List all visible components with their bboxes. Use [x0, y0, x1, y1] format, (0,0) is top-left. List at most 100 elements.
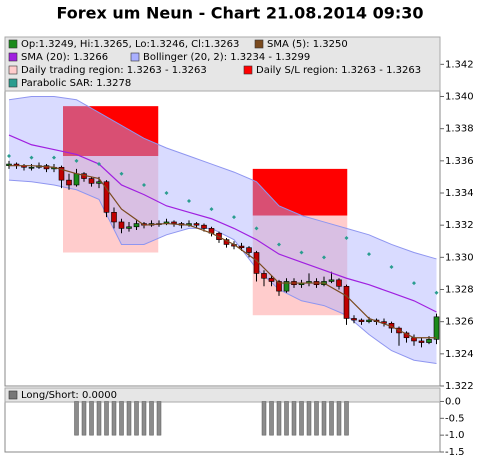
bar [126, 401, 132, 436]
candle-body [88, 178, 95, 184]
bar [329, 401, 334, 436]
y-tick-label: 1.334 [445, 188, 474, 199]
sar-dot [434, 290, 439, 295]
band-fill [9, 96, 437, 364]
candle-body [103, 181, 110, 213]
candle-body [268, 277, 275, 282]
region [252, 215, 348, 316]
sar-dot [97, 162, 101, 167]
bar [336, 401, 342, 436]
candle-body [171, 221, 177, 224]
sar-dot [164, 191, 169, 196]
candle-body [201, 224, 207, 229]
sar-dot [74, 158, 79, 163]
candle-body [246, 247, 252, 253]
sar-dot [29, 155, 34, 160]
legend-label: Daily trading region: 1.3263 - 1.3263 [21, 65, 207, 76]
candle-body [343, 285, 350, 319]
candle-body [276, 281, 282, 292]
candle-body [426, 339, 432, 343]
candle-body [351, 318, 357, 321]
y-tick-label: 1.324 [445, 349, 474, 360]
y-tick-label: 0.0 [445, 396, 461, 407]
bar [134, 401, 139, 436]
candle-body [418, 340, 425, 343]
legend-label: SMA (20): 1.3266 [21, 52, 108, 63]
legend-swatch [8, 52, 18, 62]
candle-body [58, 166, 65, 181]
candle-body [366, 319, 372, 322]
candle-body [118, 221, 125, 229]
region [63, 156, 159, 253]
sar-dot [389, 264, 394, 269]
bar [156, 401, 162, 436]
bar [104, 401, 109, 436]
legend-swatch [8, 78, 18, 88]
bar [119, 401, 124, 436]
y-tick-label: 1.336 [445, 156, 474, 167]
region [63, 106, 159, 157]
main-legend-box [4, 36, 441, 92]
y-tick-label: 1.330 [445, 252, 474, 263]
legend-swatch [243, 65, 253, 75]
bar [314, 401, 319, 436]
sar-dot [232, 215, 236, 220]
bar [74, 401, 79, 436]
bar [291, 401, 297, 436]
indicator-line [9, 165, 437, 339]
candle-body [66, 179, 72, 186]
sar-dot [344, 236, 349, 241]
indicator-line [8, 134, 437, 313]
y-tick-label: 1.342 [445, 59, 474, 70]
y-tick-label: -1.0 [445, 430, 465, 441]
legend-label: Long/Short: 0.0000 [21, 390, 117, 401]
candle-body [283, 281, 290, 292]
bar [149, 401, 154, 436]
bar [299, 401, 304, 436]
bar [89, 401, 94, 436]
candle-body [261, 273, 267, 279]
y-tick-label: -1.5 [445, 447, 465, 457]
lower-legend-box [4, 387, 441, 403]
bar [81, 401, 87, 436]
legend-swatch [130, 52, 140, 62]
bar [321, 401, 327, 436]
candle-body [96, 181, 102, 184]
bar [141, 401, 147, 436]
sar-dot [322, 255, 326, 260]
sar-dot [299, 250, 304, 255]
bar [284, 401, 289, 436]
candle-body [133, 223, 140, 228]
candle-body [73, 173, 80, 186]
bar [344, 401, 349, 436]
bar [269, 401, 274, 436]
y-tick-label: 1.322 [445, 381, 474, 392]
legend-label: Bollinger (20, 2): 1.3234 - 1.3299 [143, 52, 310, 63]
bar [96, 401, 102, 436]
sar-dot [142, 182, 146, 187]
candle-body [336, 279, 342, 287]
sar-dot [52, 155, 56, 160]
candle-body [433, 316, 440, 340]
bar [261, 401, 267, 436]
chart-title: Forex um Neun - Chart 21.08.2014 09:30 [56, 4, 423, 23]
y-tick-label: 1.338 [445, 124, 474, 135]
sar-dot [187, 199, 191, 204]
legend-label: Op:1.3249, Hi:1.3265, Lo:1.3246, Cl:1.32… [21, 39, 239, 50]
sar-dot [254, 226, 259, 231]
legend-swatch [8, 65, 18, 75]
legend-label: SMA (5): 1.3250 [267, 39, 348, 50]
band-upper [8, 96, 437, 260]
legend-swatch [8, 39, 18, 49]
sar-dot [367, 252, 371, 257]
legend-swatch [8, 390, 18, 400]
band-lower [8, 179, 437, 364]
candle-body [358, 319, 365, 322]
sar-dot [119, 171, 124, 176]
legend-label: Parabolic SAR: 1.3278 [21, 78, 131, 89]
sar-dot [277, 242, 281, 247]
sar-dot [209, 207, 214, 212]
candle-body [328, 279, 335, 282]
y-tick-label: 1.332 [445, 220, 474, 231]
